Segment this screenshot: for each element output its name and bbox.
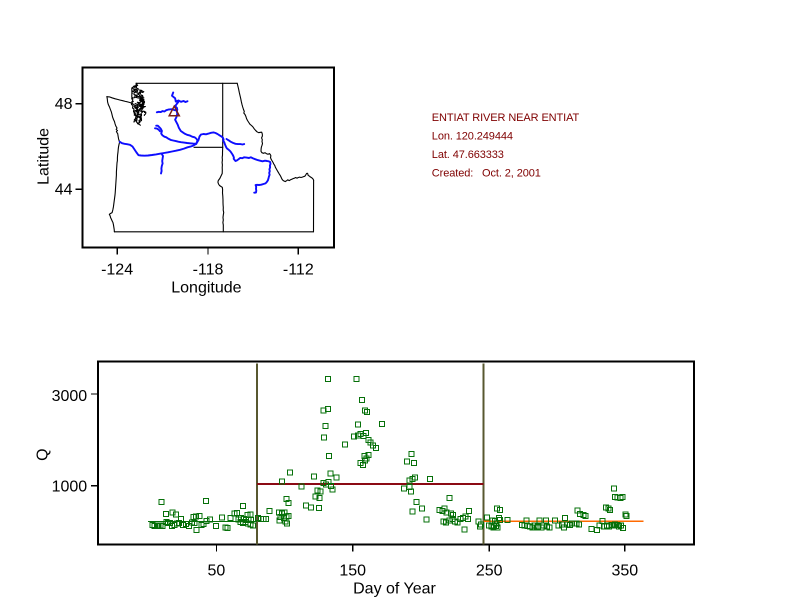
svg-text:Q: Q <box>35 448 52 460</box>
svg-text:-112: -112 <box>283 261 314 278</box>
svg-text:250: 250 <box>476 563 503 580</box>
svg-text:-124: -124 <box>101 261 133 278</box>
svg-text:Lon. 120.249444: Lon. 120.249444 <box>432 131 513 143</box>
svg-text:Longitude: Longitude <box>171 280 241 297</box>
svg-text:Created: Oct. 2, 2001: Created: Oct. 2, 2001 <box>432 168 541 180</box>
svg-text:48: 48 <box>55 96 73 113</box>
svg-text:150: 150 <box>339 563 366 580</box>
svg-text:1000: 1000 <box>52 479 88 496</box>
svg-text:Lat. 47.663333: Lat. 47.663333 <box>432 149 504 161</box>
svg-text:-118: -118 <box>193 261 224 278</box>
svg-text:Latitude: Latitude <box>36 128 53 185</box>
svg-text:ENTIAT RIVER NEAR ENTIAT: ENTIAT RIVER NEAR ENTIAT <box>432 112 580 124</box>
svg-text:50: 50 <box>208 563 226 580</box>
svg-text:Day of Year: Day of Year <box>353 581 436 598</box>
svg-text:44: 44 <box>55 182 73 199</box>
svg-text:3000: 3000 <box>52 388 88 405</box>
svg-text:350: 350 <box>611 563 638 580</box>
